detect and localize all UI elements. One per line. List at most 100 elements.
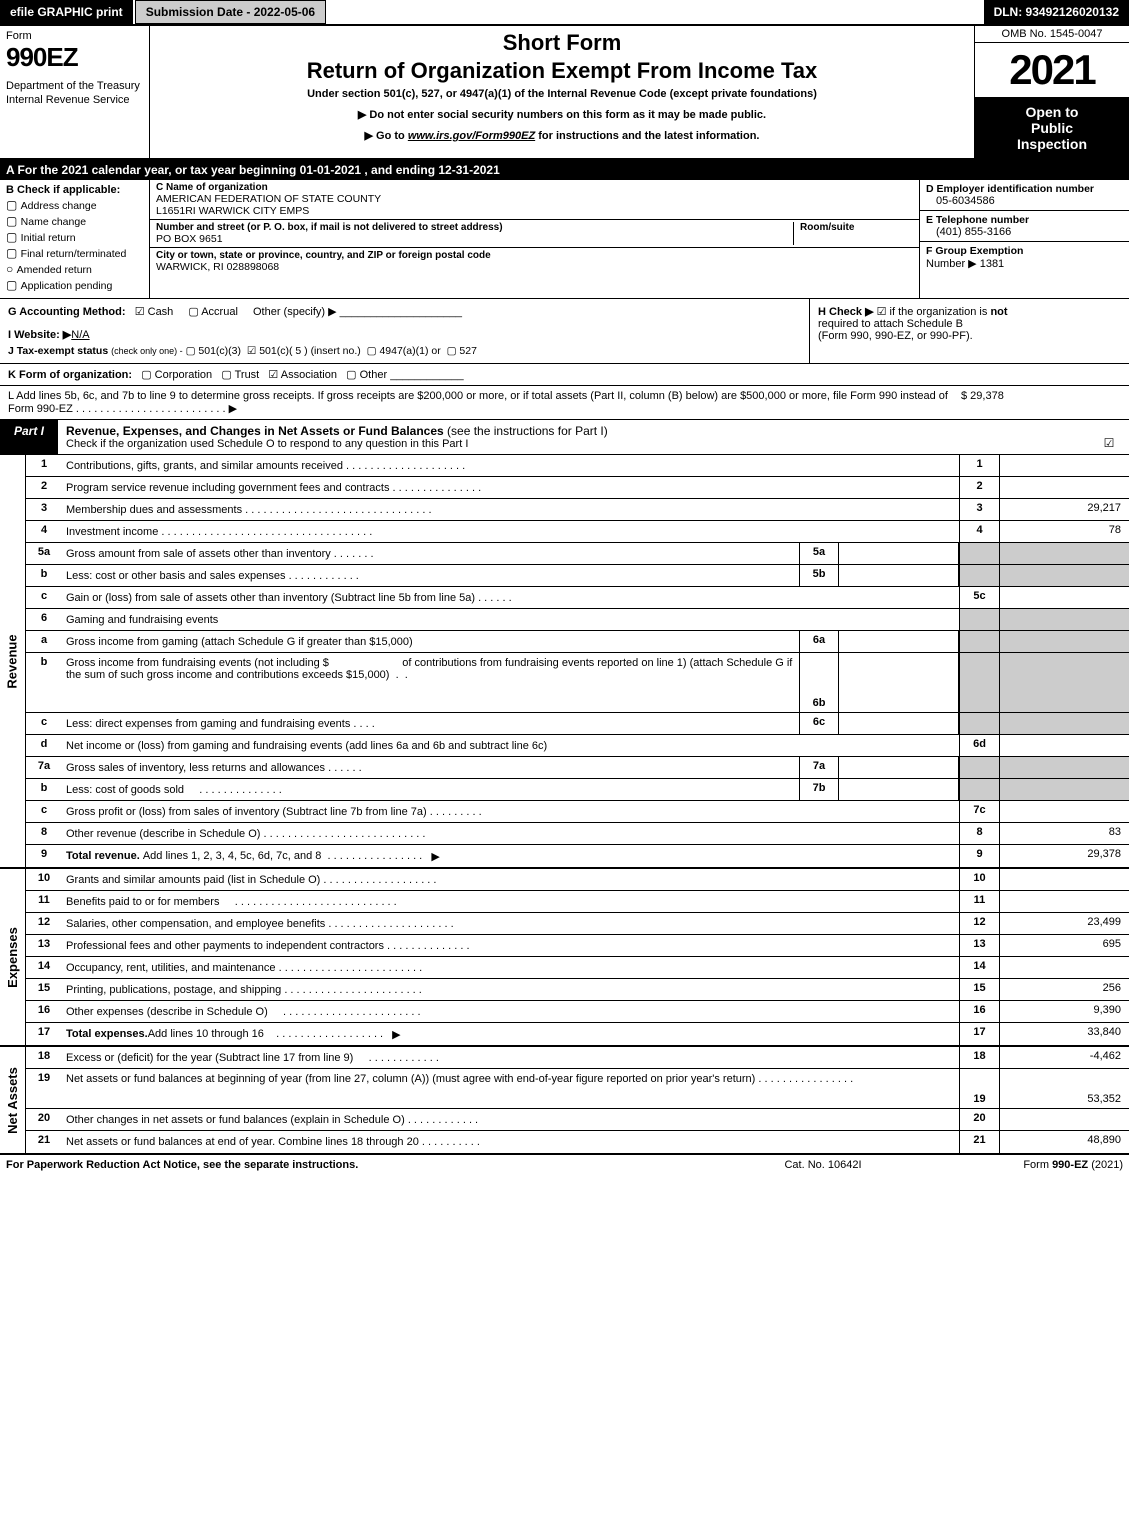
line-8: 8Other revenue (describe in Schedule O) …: [26, 823, 1129, 845]
dept-label: Department of the Treasury Internal Reve…: [6, 79, 143, 108]
short-form-label: Short Form: [158, 30, 966, 56]
form-number-box: Form 990EZ Department of the Treasury In…: [0, 26, 150, 158]
col-c-org-info: C Name of organization AMERICAN FEDERATI…: [150, 180, 919, 298]
chk-cash[interactable]: Cash: [135, 306, 174, 318]
group-exemption-box: F Group Exemption Number ▶ 1381: [920, 242, 1129, 298]
chk-amended-return[interactable]: Amended return: [6, 262, 143, 276]
chk-other-method[interactable]: Other (specify) ▶ ____________________: [253, 306, 462, 318]
row-j: J Tax-exempt status (check only one) - 5…: [8, 345, 801, 357]
chk-501c[interactable]: [247, 345, 259, 357]
block-bcdef: B Check if applicable: Address change Na…: [0, 180, 1129, 299]
gross-receipts-amount: $ 29,378: [961, 390, 1121, 415]
submission-date-button[interactable]: Submission Date - 2022-05-06: [135, 0, 326, 24]
line-6d: dNet income or (loss) from gaming and fu…: [26, 735, 1129, 757]
footer-paperwork: For Paperwork Reduction Act Notice, see …: [6, 1159, 723, 1171]
chk-schedule-b[interactable]: [877, 306, 890, 318]
line-7a: 7aGross sales of inventory, less returns…: [26, 757, 1129, 779]
line-3: 3Membership dues and assessments . . . .…: [26, 499, 1129, 521]
page-footer: For Paperwork Reduction Act Notice, see …: [0, 1154, 1129, 1175]
goto-line: Go to www.irs.gov/Form990EZ for instruct…: [158, 129, 966, 142]
part-1-header: Part I Revenue, Expenses, and Changes in…: [0, 420, 1129, 455]
col-b-header: B Check if applicable:: [6, 184, 143, 196]
line-16: 16Other expenses (describe in Schedule O…: [26, 1001, 1129, 1023]
row-l-gross-receipts: L Add lines 5b, 6c, and 7b to line 9 to …: [0, 386, 1129, 420]
net-assets-section: Net Assets 18Excess or (deficit) for the…: [0, 1047, 1129, 1154]
chk-501c3[interactable]: [186, 345, 199, 357]
line-1: 1Contributions, gifts, grants, and simil…: [26, 455, 1129, 477]
line-11: 11Benefits paid to or for members . . . …: [26, 891, 1129, 913]
line-19: 19Net assets or fund balances at beginni…: [26, 1069, 1129, 1109]
line-18: 18Excess or (deficit) for the year (Subt…: [26, 1047, 1129, 1069]
line-4: 4Investment income . . . . . . . . . . .…: [26, 521, 1129, 543]
revenue-section: Revenue 1Contributions, gifts, grants, a…: [0, 455, 1129, 869]
line-6c: cLess: direct expenses from gaming and f…: [26, 713, 1129, 735]
chk-initial-return[interactable]: Initial return: [6, 230, 143, 244]
col-b-checkboxes: B Check if applicable: Address change Na…: [0, 180, 150, 298]
chk-final-return[interactable]: Final return/terminated: [6, 246, 143, 260]
expenses-side-label: Expenses: [0, 869, 26, 1045]
line-5c: cGain or (loss) from sale of assets othe…: [26, 587, 1129, 609]
row-h-schedule-b: H Check ▶ if the organization is not req…: [809, 299, 1129, 363]
chk-address-change[interactable]: Address change: [6, 198, 143, 212]
form-word: Form: [6, 30, 143, 42]
line-6a: aGross income from gaming (attach Schedu…: [26, 631, 1129, 653]
form-title-box: Short Form Return of Organization Exempt…: [150, 26, 974, 158]
chk-application-pending[interactable]: Application pending: [6, 278, 143, 292]
col-def: D Employer identification number 05-6034…: [919, 180, 1129, 298]
part-1-title: Revenue, Expenses, and Changes in Net As…: [58, 420, 1089, 454]
footer-cat-no: Cat. No. 10642I: [723, 1159, 923, 1171]
omb-number: OMB No. 1545-0047: [975, 26, 1129, 43]
topbar-spacer: [326, 0, 983, 24]
line-17: 17Total expenses. Add lines 10 through 1…: [26, 1023, 1129, 1045]
chk-other-org[interactable]: [346, 369, 359, 381]
net-assets-side-label: Net Assets: [0, 1047, 26, 1153]
under-section-label: Under section 501(c), 527, or 4947(a)(1)…: [158, 88, 966, 100]
ein-box: D Employer identification number 05-6034…: [920, 180, 1129, 211]
line-5a: 5aGross amount from sale of assets other…: [26, 543, 1129, 565]
line-2: 2Program service revenue including gover…: [26, 477, 1129, 499]
chk-name-change[interactable]: Name change: [6, 214, 143, 228]
dln-label: DLN: 93492126020132: [984, 0, 1129, 24]
footer-form-ref: Form 990-EZ (2021): [923, 1159, 1123, 1171]
revenue-side-label: Revenue: [0, 455, 26, 867]
form-title: Return of Organization Exempt From Incom…: [158, 58, 966, 84]
accounting-method: G Accounting Method: Cash Accrual Other …: [0, 299, 809, 363]
row-g-h: G Accounting Method: Cash Accrual Other …: [0, 299, 1129, 364]
do-not-line: Do not enter social security numbers on …: [158, 108, 966, 121]
top-bar: efile GRAPHIC print Submission Date - 20…: [0, 0, 1129, 26]
line-a-tax-year: A For the 2021 calendar year, or tax yea…: [0, 160, 1129, 180]
line-7b: bLess: cost of goods sold . . . . . . . …: [26, 779, 1129, 801]
line-14: 14Occupancy, rent, utilities, and mainte…: [26, 957, 1129, 979]
line-9: 9Total revenue. Total revenue. Add lines…: [26, 845, 1129, 867]
city-box: City or town, state or province, country…: [150, 248, 919, 275]
tax-year: 2021: [975, 43, 1129, 98]
line-6b: bGross income from fundraising events (n…: [26, 653, 1129, 713]
chk-association[interactable]: [268, 369, 280, 381]
line-10: 10Grants and similar amounts paid (list …: [26, 869, 1129, 891]
chk-accrual[interactable]: Accrual: [188, 306, 238, 318]
efile-print-button[interactable]: efile GRAPHIC print: [0, 0, 135, 24]
line-6: 6Gaming and fundraising events: [26, 609, 1129, 631]
row-k-form-of-org: K Form of organization: Corporation Trus…: [0, 364, 1129, 386]
chk-trust[interactable]: [221, 369, 234, 381]
chk-527[interactable]: [447, 345, 460, 357]
chk-4947[interactable]: [367, 345, 380, 357]
line-7c: cGross profit or (loss) from sales of in…: [26, 801, 1129, 823]
form-header: Form 990EZ Department of the Treasury In…: [0, 26, 1129, 160]
address-box: Number and street (or P. O. box, if mail…: [150, 220, 919, 248]
chk-schedule-o[interactable]: [1089, 420, 1129, 454]
part-1-tab: Part I: [0, 420, 58, 454]
irs-link[interactable]: www.irs.gov/Form990EZ: [408, 130, 535, 142]
line-21: 21Net assets or fund balances at end of …: [26, 1131, 1129, 1153]
org-name-box: C Name of organization AMERICAN FEDERATI…: [150, 180, 919, 220]
row-i: I Website: ▶N/A: [8, 328, 801, 341]
expenses-section: Expenses 10Grants and similar amounts pa…: [0, 869, 1129, 1047]
line-20: 20Other changes in net assets or fund ba…: [26, 1109, 1129, 1131]
line-13: 13Professional fees and other payments t…: [26, 935, 1129, 957]
phone-box: E Telephone number (401) 855-3166: [920, 211, 1129, 242]
line-5b: bLess: cost or other basis and sales exp…: [26, 565, 1129, 587]
chk-corporation[interactable]: [141, 369, 154, 381]
open-to-public-box: Open to Public Inspection: [975, 98, 1129, 158]
header-right-box: OMB No. 1545-0047 2021 Open to Public In…: [974, 26, 1129, 158]
line-12: 12Salaries, other compensation, and empl…: [26, 913, 1129, 935]
